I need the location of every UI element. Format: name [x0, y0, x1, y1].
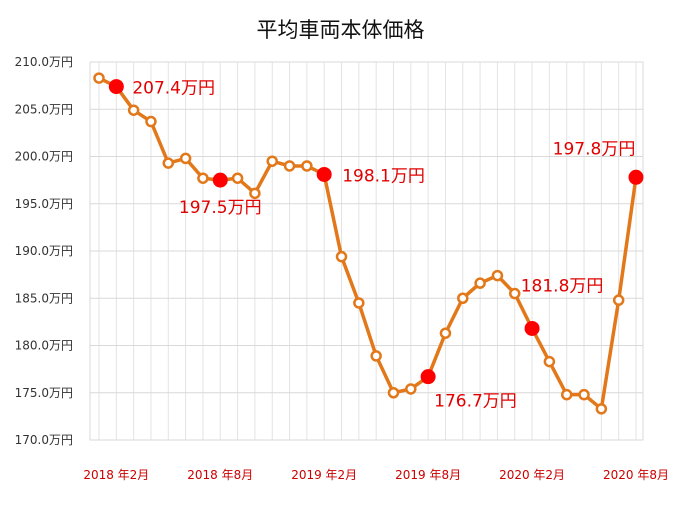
- grid: [89, 61, 644, 441]
- data-labels: 207.4万円 197.5万円 198.1万円 176.7万円 181.8万円 197.8…: [132, 79, 635, 412]
- data-label: 207.4万円: [132, 79, 215, 99]
- data-label: 181.8万円: [521, 276, 604, 296]
- data-point: [335, 250, 348, 263]
- data-label: 197.5万円: [179, 198, 262, 218]
- data-point: [457, 292, 469, 304]
- y-tick-label: 205.0万円: [15, 102, 73, 116]
- data-point: [578, 388, 590, 401]
- data-point: [249, 187, 261, 200]
- x-tick-label: 2018 年8月: [187, 468, 253, 482]
- data-point: [283, 160, 296, 172]
- highlight-point: [628, 169, 644, 185]
- x-tick-label: 2020 年2月: [499, 468, 565, 482]
- y-tick-label: 170.0万円: [15, 433, 73, 447]
- series-line-layer: [98, 76, 638, 411]
- y-tick-label: 180.0万円: [15, 339, 73, 353]
- x-tick-label: 2019 年8月: [395, 468, 461, 482]
- data-point: [508, 287, 521, 300]
- data-label: 176.7万円: [434, 392, 517, 412]
- y-tick-label: 195.0万円: [15, 197, 73, 211]
- data-point: [370, 350, 382, 362]
- data-point: [439, 327, 452, 339]
- data-points: [93, 72, 644, 415]
- data-point: [162, 157, 175, 169]
- y-tick-label: 200.0万円: [15, 150, 73, 164]
- highlight-point: [316, 166, 332, 182]
- data-label: 197.8万円: [553, 139, 636, 159]
- highlight-point: [108, 79, 124, 95]
- data-point: [197, 172, 209, 184]
- data-point: [491, 269, 504, 282]
- axes: 210.0万円 205.0万円 200.0万円 195.0万円 190.0万円 185.0…: [15, 55, 669, 482]
- data-point: [474, 277, 486, 289]
- data-point: [179, 152, 192, 165]
- data-point: [231, 172, 244, 184]
- data-point: [612, 294, 625, 306]
- x-tick-label: 2018 年2月: [83, 468, 149, 482]
- data-point: [543, 355, 556, 368]
- data-point: [301, 160, 313, 172]
- y-tick-label: 190.0万円: [15, 244, 73, 258]
- data-point: [266, 155, 278, 167]
- x-tick-label: 2020 年8月: [603, 468, 669, 482]
- data-point: [353, 297, 365, 309]
- y-tick-label: 210.0万円: [15, 55, 73, 69]
- x-tick-label: 2019 年2月: [291, 468, 357, 482]
- data-point: [145, 115, 157, 128]
- y-tick-label: 185.0万円: [15, 291, 73, 305]
- data-point: [560, 388, 573, 401]
- data-point: [93, 72, 105, 84]
- y-tick-label: 175.0万円: [15, 386, 73, 400]
- highlight-point: [212, 172, 228, 188]
- data-point: [127, 104, 140, 116]
- data-label: 198.1万円: [342, 166, 425, 186]
- series-line: [98, 76, 638, 411]
- data-point: [387, 387, 400, 399]
- highlight-point: [524, 320, 540, 336]
- data-point: [405, 383, 417, 395]
- highlight-point: [420, 369, 436, 385]
- chart-title: 平均車両本体価格: [256, 18, 425, 42]
- data-point: [595, 403, 608, 415]
